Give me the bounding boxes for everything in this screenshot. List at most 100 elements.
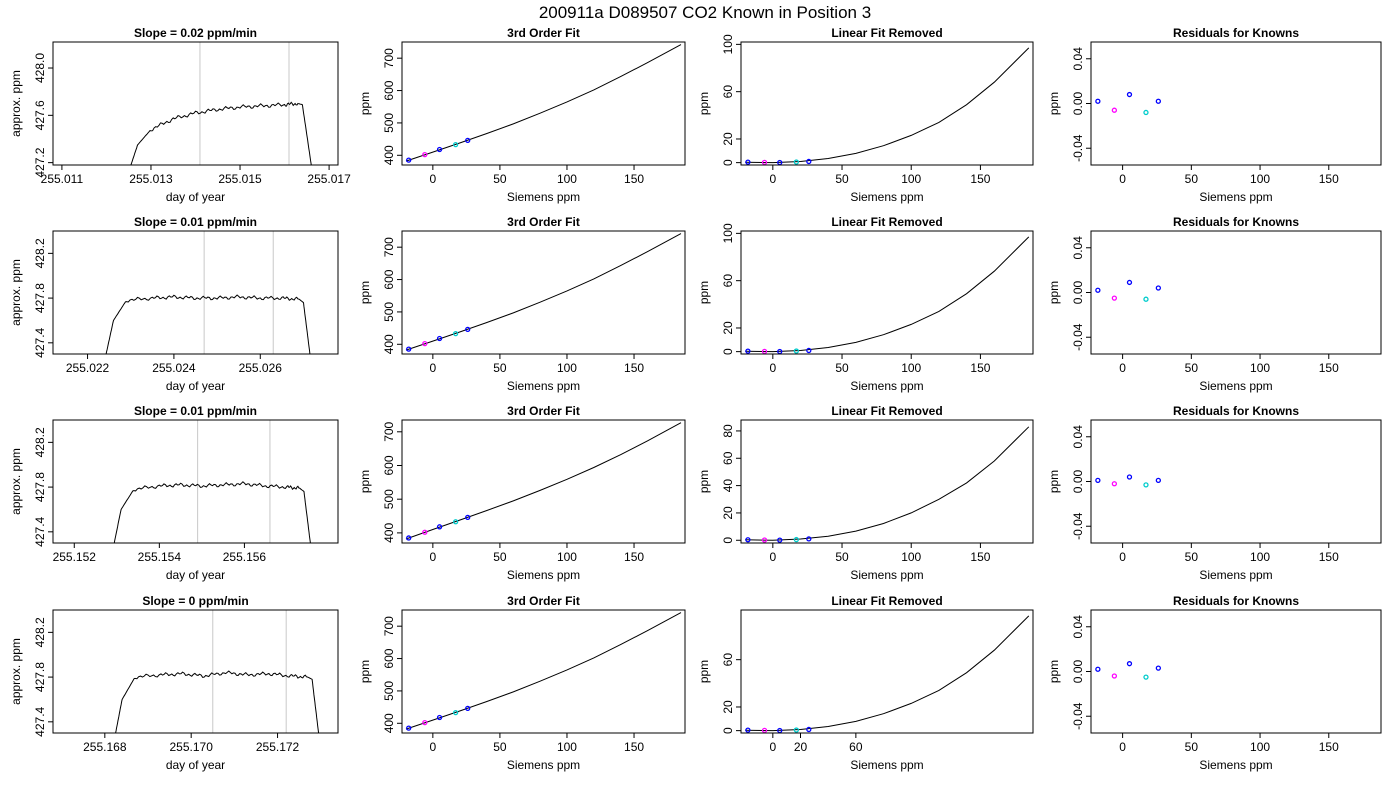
y-tick-label: 60 (721, 653, 735, 667)
data-point (806, 158, 812, 165)
plot-area (745, 426, 1030, 543)
figure-suptitle: 200911a D089507 CO2 Known in Position 3 (539, 3, 871, 22)
axes-frame (1090, 230, 1382, 355)
data-point (806, 726, 812, 733)
y-axis-label: ppm (1047, 92, 1061, 115)
axes-frame (740, 419, 1034, 544)
x-axis-label: Siemens ppm (850, 758, 923, 772)
x-tick-label: 255.168 (83, 740, 127, 754)
plot-area (405, 422, 682, 541)
y-axis-label: approx. ppm (9, 638, 23, 705)
axes-frame (401, 41, 686, 166)
data-point (422, 529, 428, 535)
chart-panel-r3-time: Slope = 0.01 ppm/min 255.152 255.154 255.15… (9, 404, 339, 582)
data-point (406, 346, 412, 352)
data-point (1143, 296, 1149, 302)
y-tick-label: 60 (721, 85, 735, 99)
y-tick-label: 428.0 (33, 53, 47, 83)
x-tick-label: 50 (1185, 740, 1199, 754)
y-tick-label: 0 (721, 159, 735, 166)
panel-title: Linear Fit Removed (831, 594, 942, 608)
axes-frame (740, 609, 1034, 734)
x-tick-label: 255.011 (41, 172, 84, 186)
data-point (422, 151, 428, 158)
x-tick-label: 0 (430, 740, 437, 754)
x-axis-label: Siemens ppm (507, 190, 580, 204)
x-tick-label: 50 (1185, 361, 1199, 375)
panel-title: Slope = 0.01 ppm/min (134, 215, 257, 229)
y-tick-label: 428.2 (33, 238, 47, 268)
y-tick-label: 600 (382, 455, 396, 475)
y-tick-label: 500 (382, 489, 396, 509)
x-tick-label: 100 (557, 361, 577, 375)
data-point (465, 137, 471, 144)
data-point (1111, 107, 1118, 113)
y-tick-label: 700 (382, 421, 396, 441)
y-tick-label: 600 (382, 269, 396, 289)
x-tick-label: 255.170 (169, 740, 213, 754)
x-tick-label: 255.013 (129, 172, 173, 186)
x-tick-label: 50 (493, 361, 507, 375)
y-tick-label: 427.4 (33, 327, 47, 357)
plot-area (405, 233, 682, 352)
x-axis-label: Siemens ppm (507, 758, 580, 772)
data-point (465, 705, 471, 712)
data-point (1111, 673, 1118, 679)
x-tick-label: 255.024 (152, 361, 196, 375)
y-tick-label: 20 (721, 700, 735, 714)
data-point (452, 330, 459, 337)
data-point (745, 159, 751, 165)
data-point (422, 719, 428, 726)
y-tick-label: 60 (721, 274, 735, 288)
x-axis-label: Siemens ppm (850, 190, 923, 204)
y-tick-label: -0.04 (1071, 512, 1085, 540)
chart-panel-r1-fit: 3rd Order Fit 0 50 100 150 400 500 600 700 Siemen… (358, 26, 686, 204)
data-point (1095, 477, 1101, 484)
data-point (1155, 285, 1161, 291)
plot-area (745, 615, 1030, 733)
x-axis-label: day of year (166, 758, 225, 772)
y-axis-label: approx. ppm (9, 448, 23, 515)
y-axis-label: ppm (697, 470, 711, 493)
x-tick-label: 0 (430, 361, 437, 375)
data-point (761, 159, 768, 165)
series-line-approx-ppm (130, 101, 312, 165)
y-axis-label: ppm (358, 470, 372, 493)
x-tick-label: 255.022 (66, 361, 110, 375)
y-tick-label: 0.04 (1071, 615, 1085, 639)
x-tick-label: 150 (970, 172, 990, 186)
fit-curve (745, 236, 1030, 353)
series-line-approx-ppm (105, 294, 311, 354)
data-point (436, 335, 443, 342)
panel-title: Residuals for Knowns (1173, 404, 1299, 418)
x-tick-label: 0 (1119, 550, 1126, 564)
axes-frame (401, 609, 686, 734)
x-tick-label: 50 (493, 172, 507, 186)
x-tick-label: 255.017 (307, 172, 351, 186)
x-tick-label: 100 (901, 550, 921, 564)
panel-title: Linear Fit Removed (831, 404, 942, 418)
data-point (436, 714, 443, 721)
data-point (1111, 481, 1118, 487)
chart-panel-r1-residuals: Residuals for Knowns 0 50 100 150 -0.04 0.00 0.… (1047, 26, 1382, 204)
y-axis-label: ppm (358, 92, 372, 115)
x-tick-label: 100 (1250, 550, 1270, 564)
chart-panel-r3-fit: 3rd Order Fit 0 50 100 150 400 500 600 700 Siemen… (358, 404, 686, 582)
y-tick-label: 400 (382, 145, 396, 165)
panel-title: 3rd Order Fit (507, 404, 580, 418)
plot-area (1095, 661, 1161, 680)
y-tick-label: 427.8 (33, 662, 47, 692)
x-axis-label: Siemens ppm (850, 568, 923, 582)
axes-frame (401, 230, 686, 355)
data-point (1126, 474, 1133, 480)
x-tick-label: 0 (430, 172, 437, 186)
data-point (806, 536, 812, 542)
data-point (452, 141, 459, 148)
x-tick-label: 150 (624, 172, 644, 186)
panel-title: Residuals for Knowns (1173, 594, 1299, 608)
y-tick-label: 427.2 (33, 147, 47, 177)
y-axis-label: ppm (358, 660, 372, 683)
panel-title: 3rd Order Fit (507, 215, 580, 229)
axes-frame (401, 419, 686, 544)
